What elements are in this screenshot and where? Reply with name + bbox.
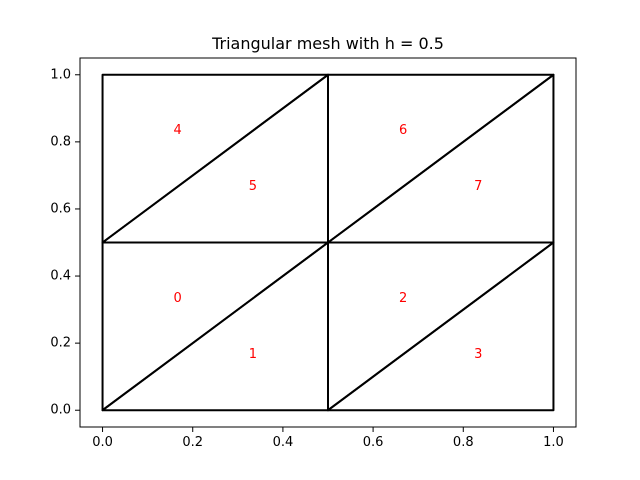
triangle-label-5: 5 [249, 179, 257, 194]
chart-title: Triangular mesh with h = 0.5 [211, 34, 444, 53]
x-tick-label: 1.0 [543, 435, 564, 450]
triangle-label-6: 6 [399, 123, 407, 138]
axes-frame [79, 57, 577, 428]
x-axis-ticks: 0.0 0.2 0.4 0.6 0.8 1.0 [92, 427, 564, 450]
x-tick-label: 0.0 [92, 435, 113, 450]
x-tick-label: 0.2 [182, 435, 203, 450]
triangle-labels-group: 0 1 2 3 4 5 6 7 [174, 123, 483, 362]
triangles-group [101, 73, 555, 412]
y-tick-label: 0.6 [50, 201, 71, 216]
triangle-7 [327, 73, 555, 244]
triangle-label-4: 4 [174, 123, 182, 138]
triangle-label-1: 1 [249, 347, 257, 362]
y-tick-label: 0.0 [50, 403, 71, 418]
y-axis-ticks: 0.0 0.2 0.4 0.6 0.8 1.0 [50, 67, 80, 418]
y-tick-label: 0.4 [50, 269, 71, 284]
triangle-3 [327, 241, 555, 412]
y-tick-label: 1.0 [50, 67, 71, 82]
y-tick-label: 0.2 [50, 336, 71, 351]
x-tick-label: 0.8 [453, 435, 474, 450]
triangle-label-3: 3 [474, 347, 482, 362]
triangle-label-0: 0 [174, 291, 182, 306]
x-tick-label: 0.6 [363, 435, 384, 450]
triangle-label-7: 7 [474, 179, 482, 194]
x-tick-label: 0.4 [273, 435, 294, 450]
y-tick-label: 0.8 [50, 134, 71, 149]
triangle-label-2: 2 [399, 291, 407, 306]
